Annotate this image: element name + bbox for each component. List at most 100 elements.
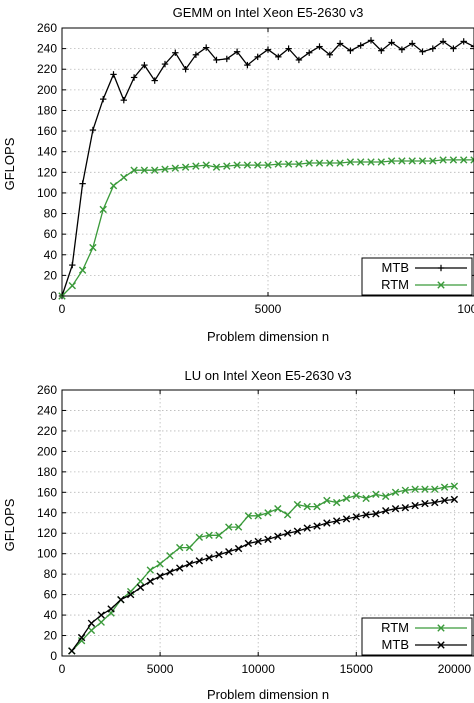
data-point-rtm [411,485,419,493]
legend-marker-rtm-b [437,624,445,632]
data-point-rtm-b [460,156,468,164]
data-point-rtm-b [283,511,292,519]
data-point-rtm [109,182,118,190]
data-point-rtm [181,163,190,171]
data-point-mtb-b [401,503,410,512]
data-point-mtb-b [382,507,390,515]
data-point-mtb [450,495,459,504]
data-point-mtb [357,42,364,49]
data-point-mtb-b [254,537,262,546]
x-tick-label: 0 [59,662,66,676]
data-point-rtm-b [315,159,324,167]
data-point-mtb-b [136,583,145,592]
y-tick-label: 240 [37,42,57,56]
data-point-mtb-b [126,590,135,599]
data-point-rtm-b [470,158,474,164]
data-point-rtm [171,164,179,172]
data-point-mtb-b [332,517,341,525]
data-point-rtm-b [89,243,97,252]
data-point-rtm [233,161,241,169]
data-point-rtm-b [171,164,179,172]
data-point-mtb [195,557,204,565]
data-point-mtb [352,513,360,521]
data-point-mtb [372,510,380,518]
y-tick-label: 140 [37,145,57,159]
data-point-mtb-b [215,551,223,559]
y-tick-label: 20 [44,629,58,643]
y-axis-label: GFLOPS [2,498,17,551]
data-point-rtm [303,502,311,511]
data-point-mtb-b [313,522,321,530]
data-point-rtm-b [212,163,221,171]
data-point-mtb [470,43,474,50]
data-point-mtb [126,590,135,599]
data-point-rtm [244,512,253,520]
data-point-mtb [185,560,194,568]
data-point-mtb [151,77,158,84]
data-point-rtm [120,173,128,182]
y-tick-label: 180 [37,465,57,479]
legend-marker-rtm [437,624,445,632]
data-point-rtm [99,205,107,214]
data-point-mtb [274,532,282,540]
legend-label-rtm: RTM [381,277,409,292]
data-point-rtm-b [156,560,164,568]
data-point-rtm-b [151,166,159,174]
data-point-rtm-b [195,533,204,542]
data-point-rtm-b [87,626,96,635]
y-tick-label: 120 [37,526,57,540]
data-point-mtb-b [195,557,204,565]
data-point-rtm-b [401,486,410,494]
data-point-mtb [264,46,272,53]
y-axis-label: GFLOPS [2,137,17,190]
x-tick-label: 20000 [438,662,472,676]
data-point-mtb [192,51,200,58]
x-tick-label: 10000 [242,662,276,676]
data-point-rtm-b [140,166,149,174]
plot-frame [61,389,474,657]
data-point-mtb [215,551,223,559]
plot-frame [61,27,474,297]
data-point-rtm [212,163,221,171]
data-point-mtb [89,126,97,134]
y-tick-label: 200 [37,83,57,97]
data-point-rtm [176,543,184,552]
data-point-mtb [161,60,169,68]
data-point-rtm-a [470,156,474,161]
data-point-mtb [391,504,400,513]
data-point-mtb [362,511,370,519]
x-axis-label: Problem dimension n [207,329,329,344]
legend-box [361,257,473,296]
data-point-mtb [254,53,261,61]
legend: MTB RTM [361,257,473,296]
data-point-rtm-b [233,161,241,169]
data-point-rtm [264,161,272,169]
legend-marker-mtb [437,641,445,649]
data-point-mtb [429,45,436,52]
data-point-mtb [306,49,313,56]
data-point-rtm-b [215,531,223,539]
data-point-mtb-b [283,529,292,537]
data-point-rtm [192,162,200,170]
data-point-rtm [195,533,204,542]
data-point-rtm [391,488,400,497]
data-point-rtm [401,486,410,494]
data-point-rtm-b [391,488,400,497]
lu-chart: LU on Intel Xeon E5-2630 v3 Problem dime… [2,368,474,702]
data-point-rtm-b [346,158,355,166]
data-point-rtm [460,156,468,164]
data-point-rtm-b [336,159,344,167]
legend-label-mtb: MTB [382,260,409,275]
data-point-mtb [431,498,439,507]
data-point-rtm [470,156,474,164]
data-point-mtb [97,611,105,619]
data-point-mtb [421,499,429,508]
data-point-rtm-b [205,531,213,539]
data-point-rtm-b [243,161,252,169]
data-point-mtb [69,261,76,269]
data-point-rtm [274,504,282,513]
data-point-mtb [77,633,86,642]
data-point-rtm-b [450,482,459,490]
y-tick-label: 180 [37,103,57,117]
